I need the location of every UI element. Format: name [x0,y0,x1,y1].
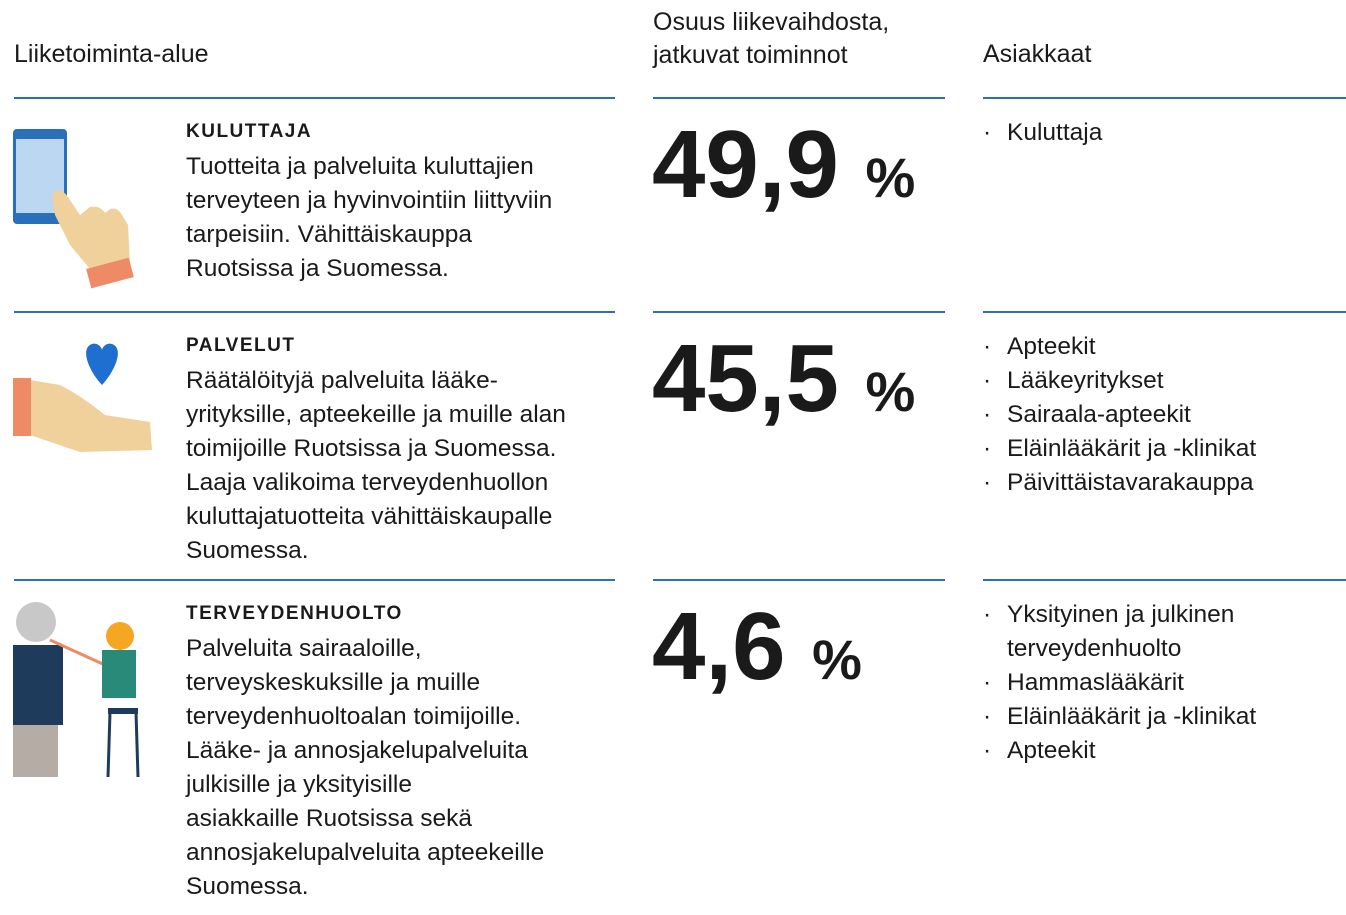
description-line: asiakkaille Ruotsissa sekä [186,805,472,832]
row-title: KULUTTAJA [186,121,313,142]
divider [653,579,945,581]
description-line: annosjakelupalveluita apteekeille [186,839,545,866]
divider [653,311,945,313]
share-number: 4,6 [652,593,786,700]
customer-item: Apteekit [983,330,1297,364]
row-title: TERVEYDENHUOLTO [186,603,403,624]
description-line: Suomessa. [186,873,309,900]
share-value: 4,6 % [652,599,862,708]
customer-list: ApteekitLääkeyrityksetSairaala-apteekitE… [983,330,1323,500]
description-line: terveydenhuoltoalan toimijoille. [186,703,522,730]
divider [14,97,615,99]
description-line: toimijoille Ruotsissa ja Suomessa. [186,435,557,462]
customer-list: Kuluttaja [983,116,1323,150]
icon-hand-heart [13,343,152,452]
customer-item: Yksityinen ja julkinen terveydenhuolto [983,598,1297,666]
customer-item: Lääkeyritykset [983,364,1297,398]
description-line: tarpeisiin. Vähittäiskauppa [186,221,473,248]
customer-item: Hammaslääkärit [983,666,1297,700]
description-line: Räätälöityjä palveluita lääke- [186,367,498,394]
divider [14,579,615,581]
share-number: 49,9 [652,111,839,218]
customer-item: Kuluttaja [983,116,1297,150]
divider [983,97,1346,99]
description-line: Tuotteita ja palveluita kuluttajien [186,153,534,180]
header-share: jatkuvat toiminnot [653,41,848,69]
header-area: Liiketoiminta-alue [14,40,209,68]
description-line: Lääke- ja annosjakelupalveluita [186,737,528,764]
share-number: 45,5 [652,325,839,432]
description-line: yrityksille, apteekeille ja muille alan [186,401,566,428]
header-customers: Asiakkaat [983,40,1092,68]
icon-healthcare [13,602,140,778]
description-line: terveyteen ja hyvinvointiin liittyviin [186,187,553,214]
share-unit: % [812,628,862,691]
customer-list: Yksityinen ja julkinen terveydenhuoltoHa… [983,598,1323,768]
customer-item: Päivittäistavarakauppa [983,466,1297,500]
description-line: kuluttajatuotteita vähittäiskaupalle [186,503,553,530]
description-line: Palveluita sairaaloille, [186,635,422,662]
share-unit: % [865,360,916,423]
icon-phone [13,129,134,289]
divider [653,97,945,99]
description-line: Laaja valikoima terveydenhuollon [186,469,549,496]
description-line: terveyskeskuksille ja muille [186,669,481,696]
divider [983,311,1346,313]
header-share: Osuus liikevaihdosta, [653,8,890,36]
description-line: julkisille ja yksityisille [186,771,412,798]
description-line: Ruotsissa ja Suomessa. [186,255,449,282]
row-title: PALVELUT [186,335,296,356]
customer-item: Eläinlääkärit ja -klinikat [983,432,1297,466]
share-value: 49,9 % [652,117,915,226]
share-unit: % [865,146,916,209]
customer-item: Apteekit [983,734,1297,768]
customer-item: Sairaala-apteekit [983,398,1297,432]
divider [14,311,615,313]
customer-item: Eläinlääkärit ja -klinikat [983,700,1297,734]
description-line: Suomessa. [186,537,309,564]
share-value: 45,5 % [652,331,915,440]
divider [983,579,1346,581]
